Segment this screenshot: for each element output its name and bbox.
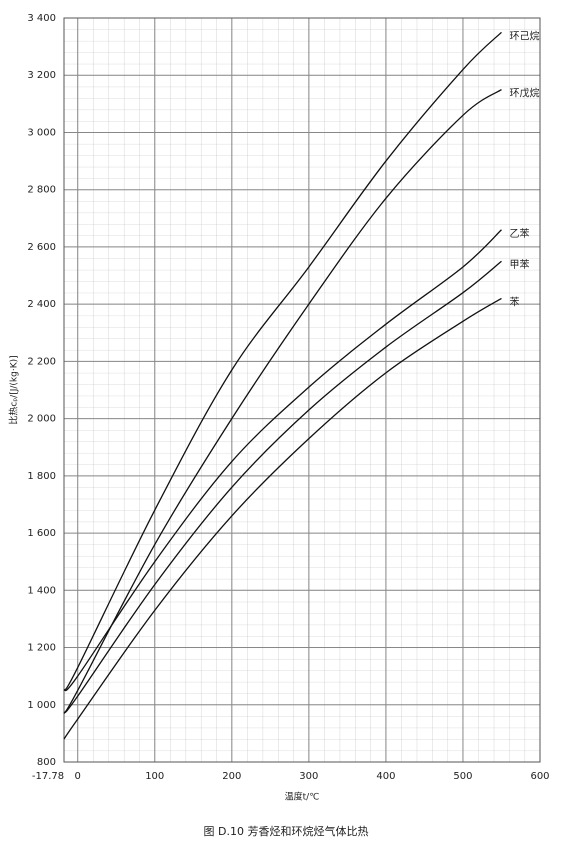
plot-frame xyxy=(63,17,541,763)
y-axis-label: 比热cₚ/[J/(kg·K)] xyxy=(8,355,20,424)
series-label: 环戊烷 xyxy=(509,87,539,100)
series-label: 环己烷 xyxy=(509,29,539,42)
series-line xyxy=(63,31,502,691)
x-tick-label: 100 xyxy=(145,771,164,782)
x-axis-label: 温度t/℃ xyxy=(285,791,320,803)
x-tick-label: 300 xyxy=(299,771,318,782)
y-tick-label: 1 800 xyxy=(27,471,56,482)
y-tick-label: 800 xyxy=(37,757,56,768)
x-tick-label: 200 xyxy=(222,771,241,782)
y-tick-label: 3 200 xyxy=(27,70,56,81)
series-label: 乙苯 xyxy=(509,227,529,240)
series-line xyxy=(63,229,502,692)
series-label: 苯 xyxy=(509,295,519,308)
y-tick-label: 2 800 xyxy=(27,185,56,196)
y-tick-label: 3 400 xyxy=(27,13,56,24)
minor-grid xyxy=(64,18,540,762)
series-line xyxy=(63,297,502,740)
series-label: 甲苯 xyxy=(509,258,529,271)
x-tick-label: 500 xyxy=(453,771,472,782)
y-tick-label: 3 000 xyxy=(27,127,56,138)
caption: 图 D.10 芳香烃和环烷烃气体比热 xyxy=(204,824,369,838)
x-tick-label: 600 xyxy=(530,771,549,782)
y-tick-label: 1 600 xyxy=(27,528,56,539)
y-tick-label: 2 200 xyxy=(27,356,56,367)
y-tick-label: 1 400 xyxy=(27,585,56,596)
x-tick-label: 0 xyxy=(75,771,81,782)
x-tick-label: -17.78 xyxy=(32,771,64,782)
y-tick-label: 2 000 xyxy=(27,414,56,425)
series-line xyxy=(63,260,502,714)
y-tick-label: 2 600 xyxy=(27,242,56,253)
y-tick-label: 2 400 xyxy=(27,299,56,310)
y-tick-label: 1 000 xyxy=(27,700,56,711)
y-tick-label: 1 200 xyxy=(27,643,56,654)
series-line xyxy=(63,88,502,714)
x-tick-label: 400 xyxy=(376,771,395,782)
